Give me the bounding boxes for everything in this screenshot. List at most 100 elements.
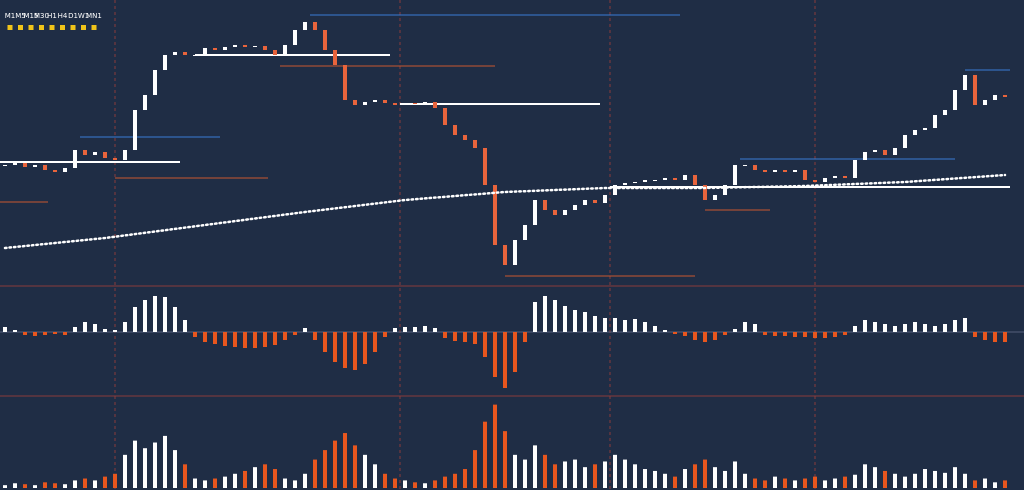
candle [733,165,737,185]
candle [173,52,177,55]
oscillator-bar [13,330,17,332]
oscillator-bar [253,332,257,348]
oscillator-bar [303,328,307,332]
oscillator-bar [763,332,767,335]
volume-bar [443,476,447,488]
volume-bar [923,469,927,488]
candle [393,103,397,105]
candle [303,22,307,30]
volume-bar [603,461,607,488]
candle [813,180,817,182]
oscillator-bar [703,332,707,342]
candle [803,170,807,180]
volume-bar [183,464,187,488]
volume-bar [553,464,557,488]
oscillator-bar [133,307,137,332]
candle [233,45,237,47]
candle [453,125,457,135]
oscillator-bar [533,302,537,332]
volume-bar [743,473,747,488]
volume-bar [273,469,277,488]
volume-bar [733,461,737,488]
timeframe-button[interactable]: M30 [34,12,49,20]
timeframe-button[interactable]: M15 [24,12,39,20]
timeframe-button[interactable]: H4 [58,12,68,20]
candle [113,158,117,160]
candle [953,90,957,110]
candle [613,185,617,195]
candle [83,150,87,155]
volume-bar [123,454,127,488]
volume-bar [793,480,797,488]
volume-bar [693,464,697,488]
oscillator-bar [183,320,187,332]
candle [73,150,77,168]
volume-bar [643,469,647,488]
oscillator-bar [413,327,417,332]
volume-bar [843,476,847,488]
volume-bar [233,473,237,488]
candle [723,185,727,195]
volume-bar [113,473,117,488]
candle [223,47,227,50]
candle [483,148,487,185]
candle [263,46,267,50]
volume-bar [993,482,997,488]
volume-bar [543,454,547,488]
timeframe-button[interactable]: MN1 [86,12,102,20]
volume-bar [463,469,467,488]
oscillator-bar [393,328,397,332]
volume-bar [473,450,477,488]
timeframe-button[interactable]: M1 [5,12,16,20]
volume-bar [813,476,817,488]
candle [903,135,907,148]
candle [253,46,257,47]
volume-bar [753,478,757,488]
volume-bar [1003,480,1007,488]
candle [343,65,347,100]
oscillator-bar [333,332,337,362]
oscillator-bar [623,320,627,332]
candle [683,175,687,180]
candle [863,152,867,160]
timeframe-indicator [39,25,44,30]
candle [153,70,157,95]
oscillator-bar [593,316,597,332]
timeframe-button[interactable]: H1 [47,12,57,20]
timeframe-button[interactable]: M5 [15,12,26,20]
oscillator-bar [343,332,347,368]
candle [563,210,567,215]
oscillator-bar [483,332,487,357]
oscillator-bar [473,332,477,344]
oscillator-bar [813,332,817,338]
volume-bar [783,478,787,488]
oscillator-bar [423,326,427,332]
volume-bar [403,480,407,488]
volume-bar [153,442,157,488]
oscillator-bar [583,312,587,332]
oscillator-bar [273,332,277,345]
oscillator-bar [643,322,647,332]
volume-bar [263,464,267,488]
oscillator-bar [403,327,407,332]
volume-bar [223,476,227,488]
volume-bar [383,473,387,488]
candle [333,50,337,65]
oscillator-bar [463,332,467,342]
oscillator-bar [443,332,447,338]
candle [533,200,537,225]
candle [793,170,797,172]
volume-bar [613,454,617,488]
timeframe-button[interactable]: D1 [68,12,78,20]
oscillator-bar [33,332,37,336]
oscillator-bar [963,318,967,332]
oscillator-bar [633,319,637,332]
volume-bar [103,476,107,488]
oscillator-bar [783,332,787,336]
oscillator-bar [803,332,807,337]
volume-bar [983,478,987,488]
candle [783,170,787,172]
timeframe-button[interactable]: W1 [78,12,89,20]
oscillator-bar [713,332,717,340]
